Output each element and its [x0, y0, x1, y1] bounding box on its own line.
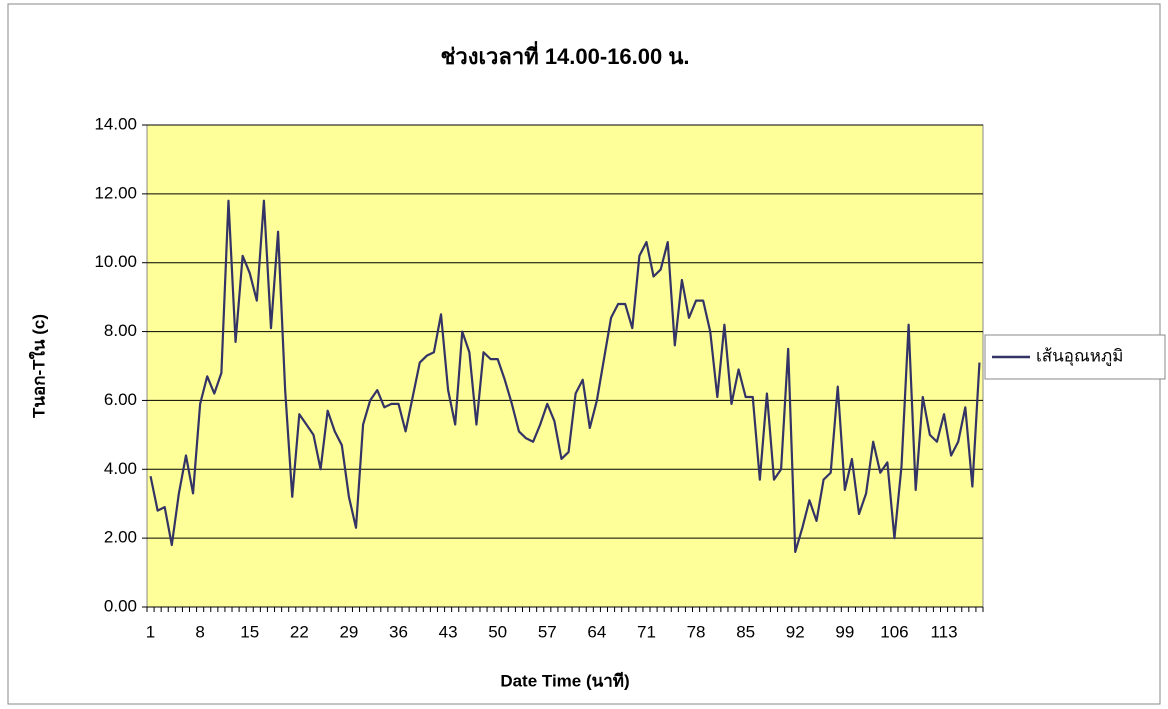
- x-tick-label: 29: [339, 622, 358, 641]
- x-tick-label: 22: [290, 622, 309, 641]
- y-tick-label: 12.00: [94, 183, 137, 202]
- plot-area: [146, 124, 984, 608]
- x-tick-label: 43: [439, 622, 458, 641]
- x-tick-label: 99: [835, 622, 854, 641]
- x-tick-label: 71: [637, 622, 656, 641]
- y-tick-label: 2.00: [104, 528, 137, 547]
- y-tick-label: 6.00: [104, 390, 137, 409]
- x-tick-label: 78: [687, 622, 706, 641]
- legend-label: เส้นอุณหภูมิ: [1036, 346, 1123, 366]
- y-tick-label: 14.00: [94, 114, 137, 133]
- y-axis-label: Tนอก-Tใน (c): [28, 314, 48, 418]
- x-tick-label: 64: [587, 622, 606, 641]
- x-tick-label: 15: [240, 622, 259, 641]
- x-tick-label: 92: [786, 622, 805, 641]
- x-axis-label: Date Time (นาที): [500, 670, 629, 690]
- x-tick-label: 113: [930, 622, 957, 641]
- x-tick-label: 1: [146, 622, 155, 641]
- chart-title: ช่วงเวลาที่ 14.00-16.00 น.: [440, 40, 689, 69]
- x-tick-label: 50: [488, 622, 507, 641]
- y-tick-label: 4.00: [104, 459, 137, 478]
- x-tick-label: 8: [195, 622, 204, 641]
- x-tick-label: 106: [880, 622, 908, 641]
- x-tick-label: 57: [538, 622, 557, 641]
- x-tick-label: 85: [736, 622, 755, 641]
- y-tick-label: 10.00: [94, 252, 137, 271]
- data-line: [149, 199, 981, 554]
- x-tick-label: 36: [389, 622, 408, 641]
- y-tick-label: 0.00: [104, 596, 137, 615]
- y-tick-label: 8.00: [104, 321, 137, 340]
